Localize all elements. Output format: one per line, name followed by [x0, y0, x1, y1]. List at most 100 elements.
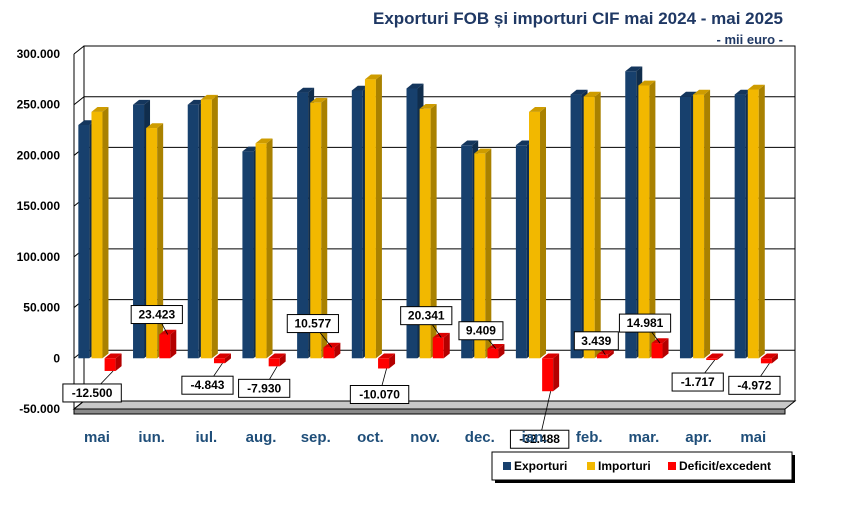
- data-label: -10.070: [359, 387, 400, 401]
- bar-importuri-top: [583, 91, 601, 97]
- bar-importuri-side: [266, 138, 273, 359]
- bar-importuri-front: [310, 102, 322, 359]
- legend-label: Deficit/excedent: [679, 459, 771, 473]
- bar-deficit: [432, 332, 450, 359]
- bar-importuri: [474, 148, 492, 359]
- bar-importuri: [91, 107, 109, 359]
- data-label-box: [618, 313, 672, 333]
- bar-exporturi-top: [242, 146, 260, 152]
- bar-exporturi-front: [679, 96, 691, 359]
- bar-deficit-front: [596, 354, 608, 359]
- y-tick-label: 0: [53, 351, 60, 365]
- bar-deficit-top: [706, 353, 724, 359]
- bar-deficit-front: [159, 334, 171, 359]
- bar-importuri-side: [649, 80, 656, 359]
- bar-importuri: [529, 107, 547, 359]
- bar-deficit-top: [596, 349, 614, 355]
- y-tick-label: 300.000: [17, 47, 61, 61]
- bar-importuri-side: [594, 91, 601, 359]
- bar-deficit-front: [760, 358, 772, 364]
- bar-importuri: [146, 123, 164, 359]
- bar-exporturi-front: [734, 94, 746, 359]
- bar-importuri: [200, 94, 218, 359]
- bar-exporturi-front: [187, 104, 199, 359]
- bar-importuri-top: [146, 123, 164, 129]
- gridline-diag: [73, 45, 85, 55]
- data-label: 10.577: [295, 317, 332, 331]
- data-label-box: [286, 314, 339, 334]
- bar-exporturi-front: [297, 92, 309, 359]
- bar-importuri-top: [693, 89, 711, 95]
- bar-deficit: [268, 353, 286, 367]
- bar-importuri-side: [157, 123, 164, 359]
- bar-deficit: [213, 353, 231, 364]
- legend-label: Exporturi: [514, 459, 567, 473]
- bar-deficit-side: [389, 353, 396, 369]
- bar-deficit: [487, 343, 505, 359]
- bar-deficit: [706, 353, 724, 361]
- x-tick-label: apr.: [685, 429, 712, 446]
- bar-importuri-top: [91, 107, 109, 112]
- bar-exporturi-front: [242, 151, 254, 359]
- bar-deficit-side: [170, 329, 177, 359]
- bar-deficit-front: [213, 358, 225, 364]
- bar-importuri: [310, 97, 328, 359]
- bar-exporturi-front: [78, 125, 90, 359]
- bar-deficit-side: [334, 342, 341, 359]
- legend-swatch: [587, 462, 595, 470]
- bar-importuri: [747, 84, 765, 359]
- floor: [72, 400, 797, 410]
- x-tick-label: ian.: [522, 429, 548, 446]
- bar-importuri-front: [146, 128, 158, 359]
- bar-exporturi-top: [187, 99, 205, 105]
- bar-importuri: [255, 138, 273, 359]
- bar-deficit-top: [104, 353, 122, 359]
- data-label: -32.488: [519, 432, 560, 446]
- bar-deficit-side: [553, 353, 560, 392]
- bar-exporturi-top: [78, 120, 96, 125]
- bar-deficit-top: [542, 353, 560, 359]
- bar-deficit: [104, 353, 122, 371]
- bar-deficit-front: [651, 343, 663, 359]
- bar-exporturi-front: [570, 94, 582, 359]
- bar-exporturi-front: [625, 71, 637, 359]
- data-label-box: [130, 305, 183, 325]
- x-tick-label: mai: [740, 429, 766, 446]
- bar-importuri: [419, 103, 437, 359]
- bar-exporturi-top: [679, 91, 697, 97]
- data-label: 20.341: [408, 309, 445, 323]
- bar-importuri-top: [474, 148, 492, 154]
- y-tick-label: 150.000: [17, 199, 61, 213]
- bar-importuri-front: [419, 108, 431, 359]
- bar-exporturi-top: [461, 140, 479, 146]
- x-tick-label: aug.: [246, 429, 277, 446]
- data-label: -1.717: [681, 375, 715, 389]
- bar-deficit-front: [487, 348, 499, 359]
- bar-deficit-front: [268, 358, 280, 367]
- bar-importuri-side: [485, 148, 492, 359]
- bar-deficit-top: [760, 353, 778, 359]
- bar-importuri-front: [529, 111, 541, 359]
- bar-importuri: [693, 89, 711, 359]
- bar-importuri-side: [321, 97, 328, 359]
- bar-deficit-side: [771, 353, 778, 364]
- x-tick-label: oct.: [357, 429, 384, 446]
- bar-deficit-front: [378, 358, 390, 369]
- data-label-box: [62, 383, 122, 403]
- data-label-box: [728, 375, 781, 395]
- x-tick-label: dec.: [465, 429, 495, 446]
- data-label-box: [458, 321, 504, 341]
- data-label-box: [671, 372, 724, 392]
- bar-exporturi-front: [133, 104, 145, 359]
- bar-deficit: [760, 353, 778, 364]
- data-label: 14.981: [627, 316, 664, 330]
- bar-exporturi-top: [625, 66, 643, 72]
- bar-importuri-side: [430, 103, 437, 359]
- data-label-box: [238, 378, 291, 398]
- x-tick-label: feb.: [576, 429, 603, 446]
- y-tick-label: 250.000: [17, 98, 61, 112]
- bar-deficit: [159, 329, 177, 359]
- bar-deficit-side: [717, 353, 724, 361]
- legend-swatch: [503, 462, 511, 470]
- data-label-box: [400, 306, 453, 326]
